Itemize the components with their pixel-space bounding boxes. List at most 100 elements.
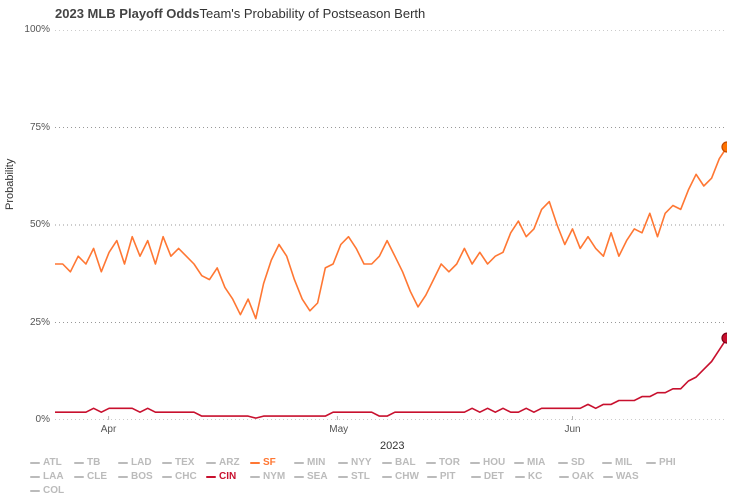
legend-item-bal[interactable]: BAL bbox=[382, 456, 418, 470]
legend-label: BAL bbox=[395, 456, 416, 470]
legend-item-lad[interactable]: LAD bbox=[118, 456, 154, 470]
legend-item-sea[interactable]: SEA bbox=[294, 470, 330, 484]
legend-label: BOS bbox=[131, 470, 153, 484]
chart-title-main: 2023 MLB Playoff Odds bbox=[55, 6, 199, 21]
legend-label: COL bbox=[43, 484, 64, 498]
legend-label: LAA bbox=[43, 470, 64, 484]
y-tick-label: 75% bbox=[20, 122, 50, 133]
legend-label: SF bbox=[263, 456, 276, 470]
legend-row: ATL TB LAD TEX ARZ SF MIN NYY BAL TOR HOU MIA SD MIL P… bbox=[30, 456, 738, 470]
x-tick-label: May bbox=[329, 424, 348, 435]
legend-label: STL bbox=[351, 470, 370, 484]
legend-swatch bbox=[74, 462, 84, 464]
legend-swatch bbox=[470, 462, 480, 464]
legend-label: SD bbox=[571, 456, 585, 470]
legend-item-laa[interactable]: LAA bbox=[30, 470, 66, 484]
legend-swatch bbox=[250, 462, 260, 464]
legend-label: DET bbox=[484, 470, 504, 484]
legend-swatch bbox=[382, 476, 392, 478]
legend-swatch bbox=[602, 462, 612, 464]
legend-item-cin[interactable]: CIN bbox=[206, 470, 242, 484]
legend-swatch bbox=[30, 476, 40, 478]
x-tick-label: Jun bbox=[564, 424, 580, 435]
legend-item-tor[interactable]: TOR bbox=[426, 456, 462, 470]
legend-row: LAA CLE BOS CHC CIN NYM SEA STL CHW PIT DET KC OAK WA… bbox=[30, 470, 738, 484]
legend-label: CLE bbox=[87, 470, 107, 484]
x-axis-label: 2023 bbox=[380, 440, 404, 452]
legend-item-sd[interactable]: SD bbox=[558, 456, 594, 470]
y-axis-label: Probability bbox=[4, 159, 16, 210]
legend-item-min[interactable]: MIN bbox=[294, 456, 330, 470]
legend-label: NYY bbox=[351, 456, 372, 470]
legend-item-det[interactable]: DET bbox=[471, 470, 507, 484]
legend-swatch bbox=[338, 476, 348, 478]
legend-swatch bbox=[427, 476, 437, 478]
legend-item-nyy[interactable]: NYY bbox=[338, 456, 374, 470]
legend-swatch bbox=[294, 462, 304, 464]
legend-label: CIN bbox=[219, 470, 236, 484]
legend-item-mil[interactable]: MIL bbox=[602, 456, 638, 470]
legend-swatch bbox=[250, 476, 260, 478]
legend-item-phi[interactable]: PHI bbox=[646, 456, 682, 470]
legend-swatch bbox=[206, 462, 216, 464]
legend-swatch bbox=[558, 462, 568, 464]
chart-plot bbox=[55, 30, 727, 420]
series-line-sf bbox=[55, 147, 727, 319]
legend-item-stl[interactable]: STL bbox=[338, 470, 374, 484]
legend: ATL TB LAD TEX ARZ SF MIN NYY BAL TOR HOU MIA SD MIL P… bbox=[30, 456, 738, 498]
legend-item-col[interactable]: COL bbox=[30, 484, 66, 498]
legend-swatch bbox=[338, 462, 348, 464]
legend-swatch bbox=[382, 462, 392, 464]
legend-swatch bbox=[30, 462, 40, 464]
legend-item-cle[interactable]: CLE bbox=[74, 470, 110, 484]
legend-label: TEX bbox=[175, 456, 194, 470]
series-end-marker-sf bbox=[722, 142, 727, 152]
legend-label: HOU bbox=[483, 456, 505, 470]
legend-item-kc[interactable]: KC bbox=[515, 470, 551, 484]
legend-item-arz[interactable]: ARZ bbox=[206, 456, 242, 470]
legend-item-hou[interactable]: HOU bbox=[470, 456, 506, 470]
legend-label: WAS bbox=[616, 470, 639, 484]
series-line-cin bbox=[55, 338, 727, 418]
legend-item-mia[interactable]: MIA bbox=[514, 456, 550, 470]
chart-container: 2023 MLB Playoff OddsTeam's Probability … bbox=[0, 0, 750, 500]
legend-item-atl[interactable]: ATL bbox=[30, 456, 66, 470]
legend-swatch bbox=[515, 476, 525, 478]
legend-swatch bbox=[206, 476, 216, 478]
y-tick-label: 0% bbox=[20, 414, 50, 425]
legend-item-nym[interactable]: NYM bbox=[250, 470, 286, 484]
legend-swatch bbox=[426, 462, 436, 464]
legend-swatch bbox=[603, 476, 613, 478]
legend-item-tex[interactable]: TEX bbox=[162, 456, 198, 470]
legend-label: MIN bbox=[307, 456, 325, 470]
legend-swatch bbox=[162, 462, 172, 464]
legend-swatch bbox=[74, 476, 84, 478]
legend-swatch bbox=[118, 462, 128, 464]
legend-item-oak[interactable]: OAK bbox=[559, 470, 595, 484]
legend-swatch bbox=[118, 476, 128, 478]
legend-label: NYM bbox=[263, 470, 285, 484]
legend-item-was[interactable]: WAS bbox=[603, 470, 639, 484]
legend-item-tb[interactable]: TB bbox=[74, 456, 110, 470]
chart-title: 2023 MLB Playoff OddsTeam's Probability … bbox=[55, 6, 425, 21]
legend-swatch bbox=[162, 476, 172, 478]
legend-item-pit[interactable]: PIT bbox=[427, 470, 463, 484]
legend-label: ATL bbox=[43, 456, 62, 470]
legend-label: MIA bbox=[527, 456, 545, 470]
legend-label: PHI bbox=[659, 456, 676, 470]
legend-item-chc[interactable]: CHC bbox=[162, 470, 198, 484]
chart-title-sub: Team's Probability of Postseason Berth bbox=[199, 6, 425, 21]
legend-row: COL bbox=[30, 484, 738, 498]
legend-item-bos[interactable]: BOS bbox=[118, 470, 154, 484]
legend-item-chw[interactable]: CHW bbox=[382, 470, 419, 484]
legend-label: PIT bbox=[440, 470, 456, 484]
legend-label: SEA bbox=[307, 470, 328, 484]
legend-swatch bbox=[294, 476, 304, 478]
x-tick-label: Apr bbox=[101, 424, 117, 435]
legend-item-sf[interactable]: SF bbox=[250, 456, 286, 470]
legend-label: TOR bbox=[439, 456, 460, 470]
legend-label: TB bbox=[87, 456, 100, 470]
legend-swatch bbox=[514, 462, 524, 464]
legend-label: LAD bbox=[131, 456, 152, 470]
legend-swatch bbox=[471, 476, 481, 478]
